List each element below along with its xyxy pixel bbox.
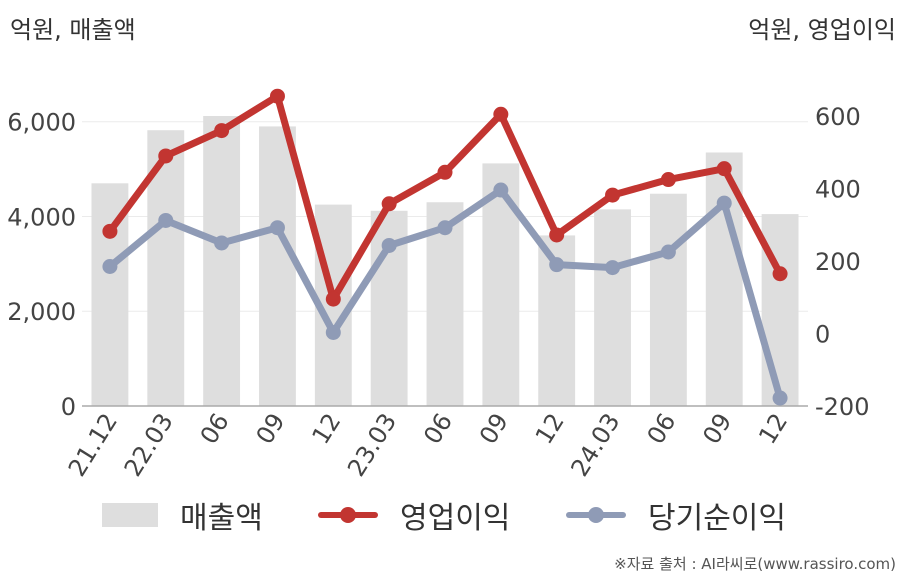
revenue-bar — [426, 202, 464, 406]
right-axis-tick-label: 200 — [815, 248, 861, 276]
net-income-point — [437, 220, 453, 236]
operating-profit-point — [325, 291, 341, 307]
legend-label-revenue: 매출액 — [180, 501, 263, 536]
operating-profit-point — [493, 106, 509, 122]
x-axis-tick-label: 23.03 — [342, 408, 402, 480]
net-income-point — [325, 324, 341, 340]
legend-label-net-income: 당기순이익 — [648, 501, 786, 536]
x-axis-tick-label: 06 — [642, 408, 682, 449]
x-axis-tick-label: 09 — [474, 408, 514, 449]
x-axis-tick-label: 22.03 — [119, 408, 179, 480]
legend: 매출액 영업이익 당기순이익 — [0, 490, 908, 540]
x-axis-tick-label: 12 — [530, 408, 570, 449]
net-income-point — [214, 235, 230, 251]
net-income-point — [158, 212, 174, 228]
net-income-point — [269, 220, 285, 236]
net-income-point — [772, 390, 788, 406]
operating-profit-point — [158, 148, 174, 164]
operating-profit-point — [716, 161, 732, 177]
legend-swatch-operating-profit — [318, 503, 378, 527]
x-axis-tick-label: 06 — [195, 408, 235, 449]
net-income-point — [549, 257, 565, 273]
operating-profit-point — [660, 172, 676, 188]
net-income-point — [605, 260, 621, 276]
net-income-point — [660, 244, 676, 260]
x-axis-tick-label: 09 — [251, 408, 291, 449]
left-axis-tick-label: 0 — [61, 393, 76, 421]
operating-profit-point — [772, 266, 788, 282]
operating-profit-point — [381, 196, 397, 212]
x-axis-tick-label: 12 — [753, 408, 793, 449]
right-axis-tick-label: -200 — [815, 393, 869, 421]
source-note: ※자료 출처 : AI라씨로(www.rassiro.com) — [614, 555, 896, 573]
legend-swatch-revenue — [102, 503, 158, 527]
legend-item-revenue: 매출액 — [102, 490, 263, 540]
operating-profit-point — [102, 223, 118, 239]
revenue-bar — [649, 193, 687, 406]
legend-label-operating-profit: 영업이익 — [400, 501, 511, 536]
left-axis-tick-label: 6,000 — [7, 109, 76, 137]
legend-item-net-income: 당기순이익 — [566, 490, 786, 540]
revenue-bars — [91, 116, 799, 406]
chart-area: 02,0004,0006,000-200020040060021.1222.03… — [7, 88, 869, 480]
left-axis-tick-label: 4,000 — [7, 203, 76, 231]
profit-lines — [102, 88, 788, 406]
right-axis-tick-label: 600 — [815, 103, 861, 131]
revenue-bar — [594, 209, 631, 406]
operating-profit-point — [549, 227, 565, 243]
x-axis-tick-label: 09 — [697, 408, 737, 449]
net-income-point — [716, 195, 732, 211]
left-axis-tick-label: 2,000 — [7, 298, 76, 326]
net-income-point — [102, 258, 118, 274]
x-axis-tick-label: 24.03 — [565, 408, 625, 480]
legend-swatch-net-income — [566, 503, 626, 527]
revenue-bar — [203, 116, 241, 406]
net-income-point — [493, 182, 509, 198]
right-axis-unit: 억원, 영업이익 — [748, 16, 896, 44]
operating-profit-point — [269, 88, 285, 104]
x-axis-tick-label: 12 — [306, 408, 346, 449]
right-axis-tick-label: 400 — [815, 176, 861, 204]
revenue-bar — [259, 126, 296, 406]
operating-profit-point — [437, 164, 453, 180]
left-axis-unit: 억원, 매출액 — [10, 16, 136, 44]
operating-profit-point — [605, 187, 621, 203]
net-income-point — [381, 237, 397, 253]
legend-item-operating-profit: 영업이익 — [318, 490, 510, 540]
operating-profit-point — [214, 123, 230, 139]
x-axis-tick-label: 06 — [418, 408, 458, 449]
right-axis-tick-label: 0 — [815, 321, 830, 349]
